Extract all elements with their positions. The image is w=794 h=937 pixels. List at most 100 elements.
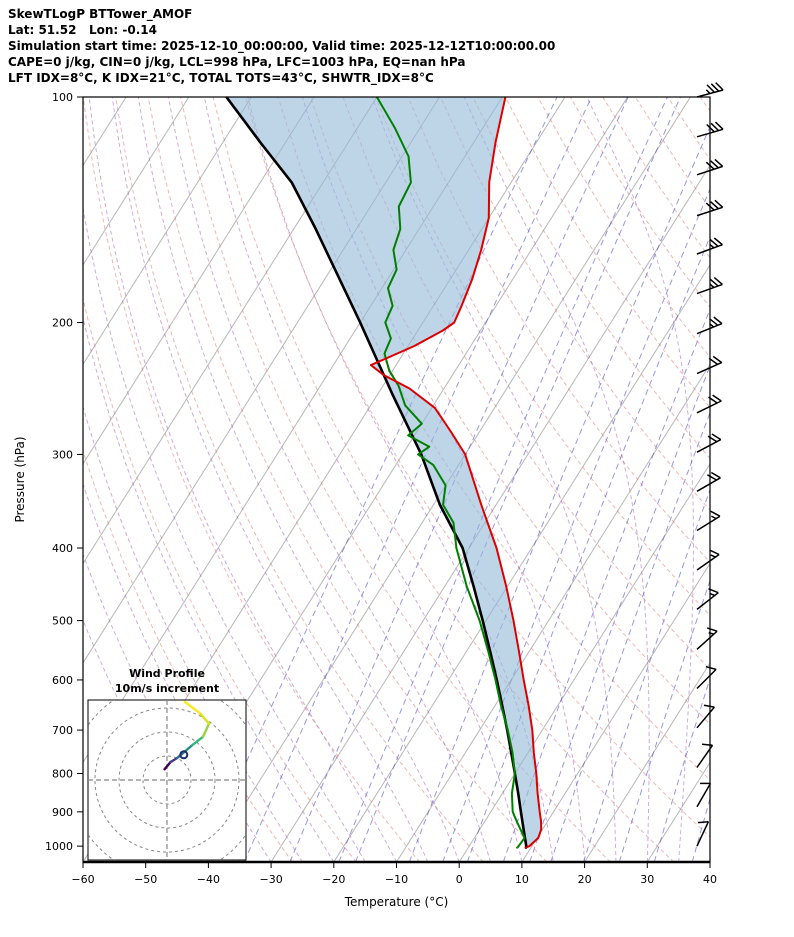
hodograph-ring (118, 731, 216, 829)
dry-adiabat-line (245, 97, 710, 838)
dry-adiabat-line (83, 97, 421, 862)
barb-feather (697, 820, 709, 824)
wind-barb (696, 549, 720, 571)
x-tick-label: −10 (385, 873, 408, 886)
mixing-ratio-line (289, 97, 629, 862)
stability-indices-line: LFT IDX=8°C, K IDX=21°C, TOTAL TOTS=43°C… (8, 71, 434, 85)
y-tick-label: 100 (52, 91, 73, 104)
time-line: Simulation start time: 2025-12-10_00:00:… (8, 39, 556, 53)
dry-adiabat-line (407, 97, 710, 563)
x-tick-label: 40 (703, 873, 717, 886)
wind-barb (696, 665, 717, 690)
hodograph-trace-segment (163, 760, 172, 771)
moist-adiabat-line (83, 405, 303, 862)
isotherm-line (83, 97, 252, 366)
barb-feather (710, 83, 720, 92)
parcel-line (225, 97, 528, 849)
barb-feather (707, 474, 717, 481)
barb-feather (706, 84, 715, 93)
y-tick-label: 500 (52, 615, 73, 628)
barb-half-feather (705, 89, 711, 95)
y-tick-label: 700 (52, 724, 73, 737)
dry-adiabat-line (147, 97, 548, 862)
plot-title: SkewTLogP BTTower_AMOF (8, 7, 193, 21)
x-tick-label: −50 (134, 873, 157, 886)
moist-adiabat-line (301, 97, 586, 862)
x-tick-label: −30 (259, 873, 282, 886)
y-tick-label: 900 (52, 806, 73, 819)
barb-feather (701, 743, 713, 747)
mixing-ratio-line (618, 579, 710, 862)
hodograph-subtitle: 10m/s increment (115, 682, 219, 695)
barb-half-feather (711, 515, 717, 520)
isotherm-line (83, 97, 190, 266)
isotherm-line (270, 164, 710, 862)
wind-barb (696, 782, 712, 808)
x-tick-label: −40 (197, 873, 220, 886)
barb-feather (705, 665, 717, 671)
wind-barb (696, 82, 724, 98)
hodograph-marker (179, 750, 189, 760)
hodograph-trace-segment (183, 700, 201, 714)
x-tick-label: 0 (456, 873, 463, 886)
x-tick-label: 10 (515, 873, 529, 886)
barb-feather (715, 82, 724, 91)
barb-feather (713, 277, 723, 285)
barb-feather (714, 199, 724, 208)
dry-adiabat-line (115, 97, 484, 862)
dry-adiabat-line (309, 97, 710, 725)
x-tick-label: 20 (578, 873, 592, 886)
y-tick-label: 400 (52, 542, 73, 555)
wind-barb (696, 820, 710, 847)
cape-indices-line: CAPE=0 j/kg, CIN=0 j/kg, LCL=998 hPa, LF… (8, 55, 466, 69)
dry-adiabat-line (180, 97, 611, 862)
x-tick-label: 30 (640, 873, 654, 886)
isotherm-line (521, 562, 710, 862)
y-tick-label: 800 (52, 768, 73, 781)
dewpoint-line (375, 97, 526, 849)
moist-adiabat-line (371, 97, 617, 862)
barb-feather (703, 704, 715, 708)
wind-barb (696, 471, 721, 492)
temperature-line (369, 97, 543, 849)
y-tick-label: 600 (52, 674, 73, 687)
moist-adiabat-line (111, 97, 429, 862)
moist-adiabat-line (168, 97, 492, 862)
isotherm-line (333, 263, 710, 862)
hodograph-title: Wind Profile (129, 667, 205, 680)
isotherm-line (83, 97, 315, 465)
isotherm-line (458, 462, 710, 862)
mixing-ratio-line (338, 97, 668, 862)
isotherm-line (83, 97, 378, 565)
barb-feather (714, 121, 724, 130)
moist-adiabat-line (88, 97, 397, 862)
mixing-ratio-line (408, 125, 710, 862)
barb-feather (712, 394, 722, 402)
moist-adiabat-line (83, 315, 335, 862)
barb-feather (713, 237, 723, 246)
wind-barb (696, 510, 721, 532)
mixing-ratio-line (583, 488, 710, 862)
barb-feather (713, 316, 723, 325)
dry-adiabat-line (342, 97, 710, 670)
barb-half-feather (709, 592, 715, 597)
hodograph-content (88, 700, 246, 860)
barb-feather (710, 201, 719, 210)
barb-feather (710, 122, 720, 132)
y-tick-label: 200 (52, 317, 73, 330)
barb-feather (710, 510, 721, 517)
plot-area (83, 97, 710, 862)
dry-adiabat-line (83, 449, 293, 862)
mixing-ratio-line (653, 676, 710, 862)
y-tick-label: 1000 (45, 840, 73, 853)
moist-adiabat-line (83, 482, 272, 862)
barb-feather (711, 433, 722, 441)
barb-feather (709, 318, 719, 326)
moist-adiabat-line (137, 97, 460, 862)
hodograph-trace-segment (201, 722, 211, 738)
dry-adiabat-line (504, 97, 710, 409)
moist-adiabat-line (203, 97, 523, 862)
barb-feather (706, 627, 718, 632)
barb-feather (712, 355, 723, 364)
